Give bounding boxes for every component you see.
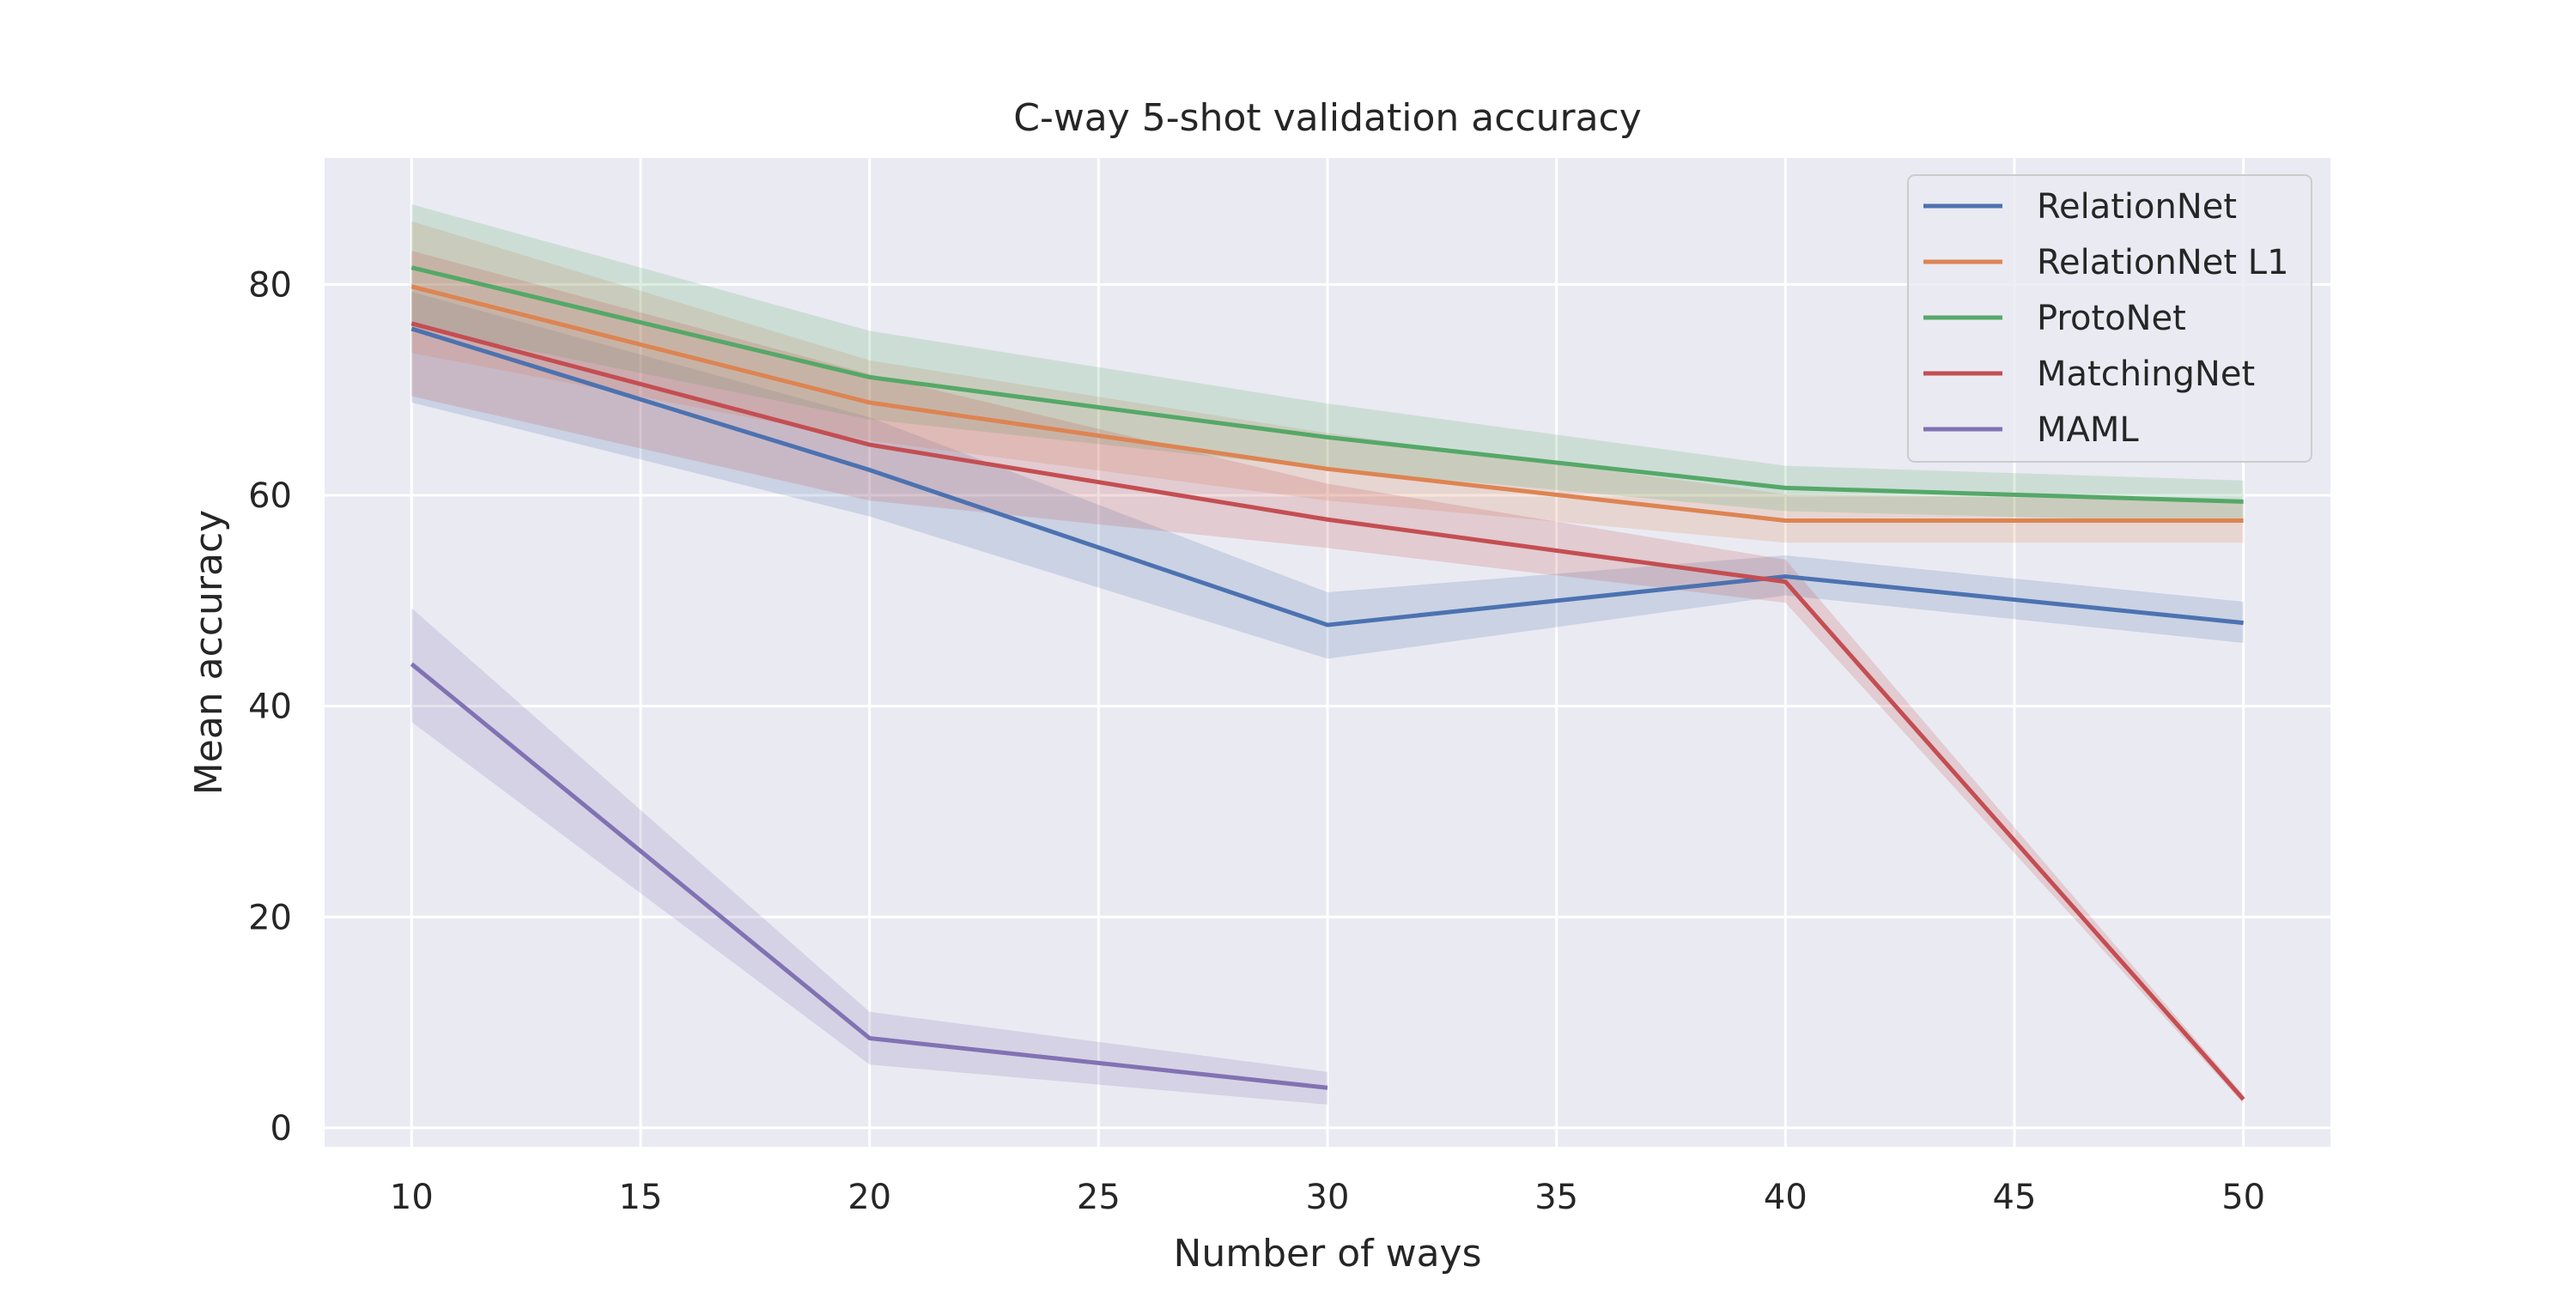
x-tick-label: 30 — [1306, 1178, 1350, 1217]
chart-title: C-way 5-shot validation accuracy — [1013, 96, 1642, 140]
legend: RelationNet RelationNet L1 ProtoNet Matchin… — [1908, 175, 2312, 462]
x-tick-label: 20 — [848, 1178, 891, 1217]
y-tick-label: 0 — [270, 1109, 292, 1149]
y-tick-label: 80 — [248, 265, 292, 305]
x-tick-label: 40 — [1764, 1178, 1807, 1217]
x-tick-label: 50 — [2221, 1178, 2265, 1217]
x-tick-label: 45 — [1993, 1178, 2037, 1217]
x-tick-label: 15 — [619, 1178, 663, 1217]
legend-label-protonet: ProtoNet — [2037, 299, 2186, 338]
y-axis-label: Mean accuracy — [187, 510, 231, 795]
legend-label-maml: MAML — [2037, 410, 2139, 450]
y-tick-labels: 0 20 40 60 80 — [248, 265, 292, 1149]
x-tick-label: 10 — [390, 1178, 434, 1217]
x-axis-label: Number of ways — [1173, 1232, 1481, 1276]
y-tick-label: 60 — [248, 476, 292, 516]
y-tick-label: 40 — [248, 688, 292, 727]
x-tick-label: 35 — [1534, 1178, 1578, 1217]
x-tick-label: 25 — [1077, 1178, 1121, 1217]
legend-label-relationnet-l1: RelationNet L1 — [2037, 243, 2289, 282]
legend-label-relationnet: RelationNet — [2037, 187, 2237, 227]
y-tick-label: 20 — [248, 898, 292, 937]
x-tick-labels: 10 15 20 25 30 35 40 45 50 — [390, 1178, 2265, 1217]
legend-label-matchingnet: MatchingNet — [2037, 355, 2255, 394]
